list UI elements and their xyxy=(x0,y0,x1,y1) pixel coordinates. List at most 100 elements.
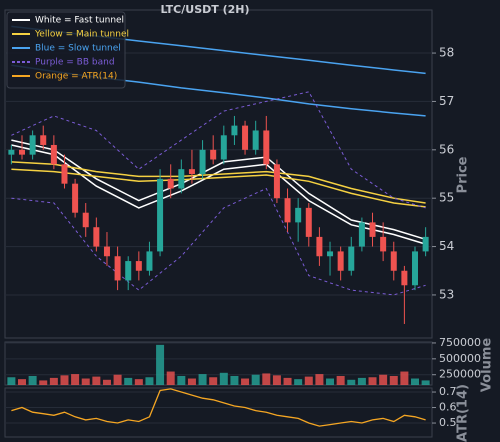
candle-body xyxy=(295,207,302,223)
candle-body xyxy=(188,169,195,174)
legend-label: Orange = ATR(14) xyxy=(35,72,117,82)
y-tick-label: 58 xyxy=(439,46,454,60)
y-tick-label: 0.5 xyxy=(439,416,457,429)
y-tick-label: 750000 xyxy=(439,336,481,349)
y-tick-label: 500000 xyxy=(439,352,481,365)
y-axis-label: Price xyxy=(456,156,471,193)
candle-body xyxy=(135,261,142,271)
volume-bar xyxy=(81,378,90,385)
candle-body xyxy=(50,144,57,165)
line-upper xyxy=(11,91,426,209)
volume-bar xyxy=(7,377,16,385)
volume-bar xyxy=(92,376,101,385)
legend-label: Yellow = Main tunnel xyxy=(34,30,129,40)
y-tick-label: 0.7 xyxy=(439,385,457,398)
volume-bar xyxy=(71,374,80,385)
atr-line xyxy=(11,388,426,427)
candle-body xyxy=(82,212,89,228)
candle-body xyxy=(103,246,110,257)
candle-body xyxy=(231,125,238,136)
y-tick-label: 54 xyxy=(439,239,454,253)
volume-bar xyxy=(241,378,250,385)
candle-body xyxy=(401,270,408,286)
volume-bar xyxy=(49,377,58,385)
legend-box xyxy=(6,11,126,89)
candle-body xyxy=(125,261,132,281)
volume-bar xyxy=(283,377,292,385)
candle-body xyxy=(72,183,79,213)
line-lower xyxy=(11,144,426,245)
candle-body xyxy=(327,251,334,257)
y-tick-label: 55 xyxy=(439,191,454,205)
volume-bar xyxy=(336,375,345,385)
volume-bar xyxy=(187,378,196,385)
volume-frame xyxy=(4,341,433,386)
candle-body xyxy=(337,251,344,271)
line-lower xyxy=(11,168,426,208)
volume-bar xyxy=(411,378,420,385)
chart-title: LTC/USDT (2H) xyxy=(160,3,249,16)
candle-body xyxy=(284,198,291,223)
volume-bar xyxy=(156,344,165,385)
volume-bar xyxy=(60,375,69,385)
volume-bar xyxy=(304,376,313,385)
candle-body xyxy=(263,130,270,165)
candle-body xyxy=(146,251,153,271)
candle-body xyxy=(273,164,280,199)
candle-body xyxy=(199,149,206,174)
y-tick-label: 53 xyxy=(439,287,454,301)
volume-bar xyxy=(262,373,271,385)
candle-body xyxy=(252,130,259,150)
candle-body xyxy=(412,251,419,286)
volume-bar xyxy=(166,371,175,385)
candle-body xyxy=(18,149,25,155)
y-tick-label: 250000 xyxy=(439,368,481,381)
candle-body xyxy=(242,125,249,150)
volume-bar xyxy=(177,375,186,385)
line-upper xyxy=(11,161,426,204)
volume-bar xyxy=(113,374,122,385)
volume-bar xyxy=(39,380,48,385)
legend-label: White = Fast tunnel xyxy=(35,16,124,26)
candle-body xyxy=(358,222,365,247)
volume-bar xyxy=(379,374,388,385)
volume-bar xyxy=(219,372,228,385)
price-frame xyxy=(4,9,433,339)
volume-bar xyxy=(368,377,377,385)
candle-body xyxy=(369,222,376,237)
line-lower xyxy=(11,187,426,296)
candle-body xyxy=(40,135,47,145)
candle-body xyxy=(316,236,323,257)
candle-body xyxy=(167,178,174,189)
legend-label: Blue = Slow tunnel xyxy=(35,44,121,54)
y-axis-label: ATR(14) xyxy=(456,384,471,442)
candle-body xyxy=(8,149,15,155)
volume-bar xyxy=(28,375,37,385)
volume-bar xyxy=(272,375,281,385)
candle-body xyxy=(210,149,217,160)
candle-body xyxy=(114,256,121,281)
legend: White = Fast tunnel Yellow = Main tunnel B… xyxy=(6,11,129,89)
volume-bar xyxy=(251,374,260,385)
candle-body xyxy=(390,251,397,271)
volume-bar xyxy=(357,377,366,385)
volume-bar xyxy=(209,377,218,385)
volume-bar xyxy=(400,371,409,385)
volume-bar xyxy=(17,379,26,385)
volume-bar xyxy=(145,377,154,385)
candle-body xyxy=(178,169,185,189)
volume-bar xyxy=(134,379,143,385)
volume-bar xyxy=(198,374,207,385)
y-tick-label: 0.6 xyxy=(439,401,457,414)
volume-bar xyxy=(315,374,324,385)
candle-body xyxy=(380,236,387,252)
volume-bar xyxy=(389,375,398,385)
y-axis-label: Volume xyxy=(480,338,495,393)
volume-bar xyxy=(102,379,111,385)
candle-body xyxy=(93,227,100,247)
candle-body xyxy=(422,236,429,252)
candle-body xyxy=(61,164,68,184)
candle-body xyxy=(348,246,355,271)
volume-bar xyxy=(326,378,335,385)
